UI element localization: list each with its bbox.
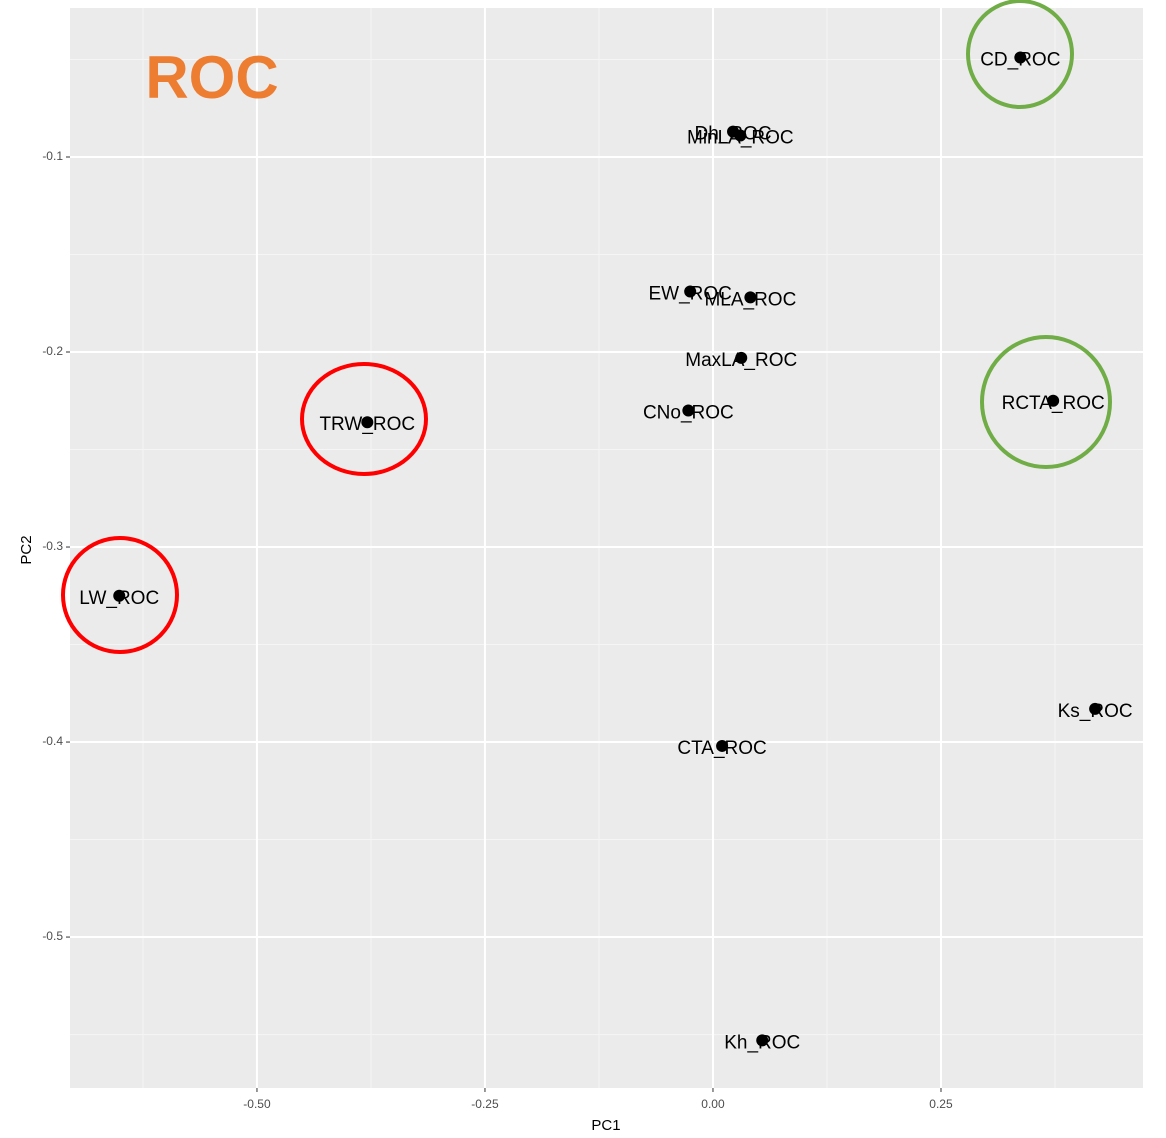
point — [744, 291, 757, 304]
y-tick-label: -0.1 — [42, 149, 63, 163]
annotation: ROC — [145, 44, 278, 111]
point-label: MLA_ROC — [704, 289, 796, 310]
x-tick-label: -0.25 — [471, 1097, 499, 1111]
point — [361, 416, 374, 429]
x-tick-label: 0.00 — [701, 1097, 725, 1111]
highlight-circle — [61, 536, 179, 654]
point-label: MinLA_ROC — [687, 128, 794, 149]
point-label: Kh_ROC — [724, 1032, 800, 1053]
point-label: MaxLA_ROC — [685, 350, 797, 371]
point-label: LW_ROC — [79, 588, 159, 609]
x-tick-label: -0.50 — [243, 1097, 271, 1111]
point-label: CTA_ROC — [677, 738, 766, 759]
point-label: Ks_ROC — [1058, 701, 1133, 722]
point-label: RCTA_ROC — [1002, 393, 1105, 414]
highlight-circle — [300, 362, 428, 476]
point — [1089, 702, 1102, 715]
highlight-circle — [980, 335, 1112, 469]
x-tick-label: 0.25 — [929, 1097, 953, 1111]
grid — [70, 8, 1143, 1088]
point-label: CD_ROC — [980, 50, 1060, 71]
y-tick-label: -0.2 — [42, 344, 63, 358]
point — [735, 351, 748, 364]
point — [113, 589, 126, 602]
point-label: EW_ROC — [648, 284, 731, 305]
point — [716, 739, 729, 752]
y-tick-label: -0.4 — [42, 734, 63, 748]
point-label: Dh_ROC — [695, 124, 772, 145]
y-axis-title: PC2 — [18, 535, 35, 564]
y-tick-label: -0.3 — [42, 539, 63, 553]
point — [756, 1034, 769, 1047]
point — [682, 404, 695, 417]
point — [734, 129, 747, 142]
highlight-circle — [966, 0, 1074, 109]
y-tick-label: -0.5 — [42, 929, 63, 943]
x-axis-title: PC1 — [591, 1117, 620, 1134]
point-label: TRW_ROC — [319, 414, 415, 435]
point — [1014, 51, 1027, 64]
point-label: CNo_ROC — [643, 403, 734, 424]
point — [684, 285, 697, 298]
point — [1047, 394, 1060, 407]
